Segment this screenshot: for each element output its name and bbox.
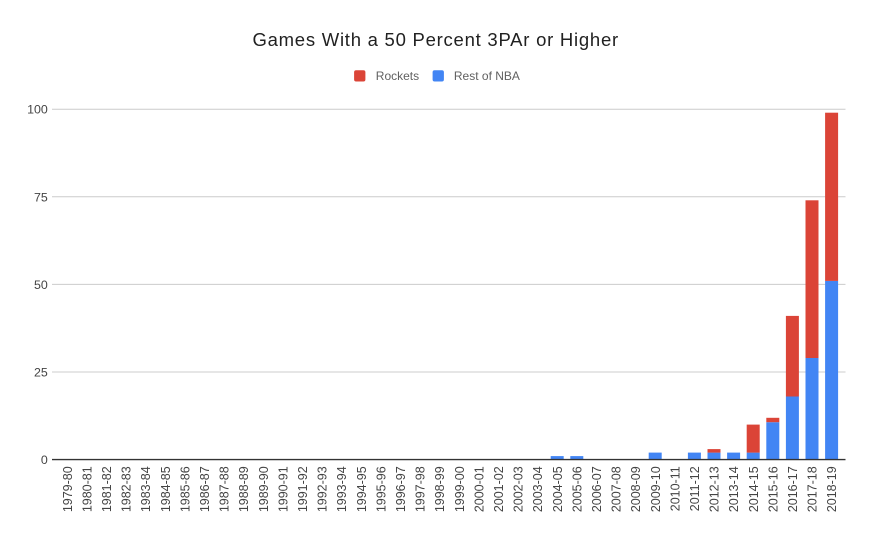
svg-text:1992-93: 1992-93 — [316, 466, 330, 512]
svg-text:2013-14: 2013-14 — [727, 466, 741, 512]
svg-text:2001-02: 2001-02 — [492, 466, 506, 512]
svg-text:1981-82: 1981-82 — [100, 466, 114, 512]
svg-text:2003-04: 2003-04 — [531, 466, 545, 512]
svg-text:1982-83: 1982-83 — [120, 466, 134, 512]
svg-text:1994-95: 1994-95 — [355, 466, 369, 512]
svg-text:2007-08: 2007-08 — [610, 466, 624, 512]
svg-text:2000-01: 2000-01 — [472, 466, 486, 512]
svg-text:2006-07: 2006-07 — [590, 466, 604, 512]
svg-text:50: 50 — [34, 278, 48, 292]
svg-text:Rest of NBA: Rest of NBA — [454, 69, 520, 83]
svg-text:1979-80: 1979-80 — [61, 466, 75, 512]
svg-text:2002-03: 2002-03 — [512, 466, 526, 512]
svg-text:25: 25 — [34, 366, 48, 380]
svg-text:1990-91: 1990-91 — [276, 466, 290, 512]
svg-text:1988-89: 1988-89 — [237, 466, 251, 512]
svg-text:0: 0 — [41, 453, 48, 467]
svg-text:1989-90: 1989-90 — [257, 466, 271, 512]
svg-text:1997-98: 1997-98 — [414, 466, 428, 512]
svg-text:1993-94: 1993-94 — [335, 466, 349, 512]
svg-text:Games With a 50 Percent 3PAr o: Games With a 50 Percent 3PAr or Higher — [252, 29, 618, 50]
svg-text:1998-99: 1998-99 — [433, 466, 447, 512]
svg-text:2016-17: 2016-17 — [786, 466, 800, 512]
svg-text:2017-18: 2017-18 — [806, 466, 820, 512]
svg-text:2015-16: 2015-16 — [766, 466, 780, 512]
svg-text:Rockets: Rockets — [376, 69, 419, 83]
svg-text:1983-84: 1983-84 — [139, 466, 153, 512]
svg-text:2012-13: 2012-13 — [708, 466, 722, 512]
svg-text:1996-97: 1996-97 — [394, 466, 408, 512]
svg-text:2010-11: 2010-11 — [668, 466, 682, 511]
svg-text:1986-87: 1986-87 — [198, 466, 212, 512]
svg-text:2009-10: 2009-10 — [649, 466, 663, 512]
svg-text:2011-12: 2011-12 — [688, 466, 702, 511]
svg-text:1987-88: 1987-88 — [218, 466, 232, 512]
svg-text:1980-81: 1980-81 — [80, 466, 94, 512]
svg-text:1999-00: 1999-00 — [453, 466, 467, 512]
svg-text:100: 100 — [27, 103, 48, 117]
svg-text:1984-85: 1984-85 — [159, 466, 173, 512]
svg-text:2014-15: 2014-15 — [747, 466, 761, 512]
svg-text:1991-92: 1991-92 — [296, 466, 310, 512]
svg-text:2018-19: 2018-19 — [825, 466, 839, 512]
svg-text:2005-06: 2005-06 — [570, 466, 584, 512]
svg-text:75: 75 — [34, 190, 48, 204]
svg-text:1985-86: 1985-86 — [178, 466, 192, 512]
svg-text:2004-05: 2004-05 — [551, 466, 565, 512]
svg-text:2008-09: 2008-09 — [629, 466, 643, 512]
svg-text:1995-96: 1995-96 — [374, 466, 388, 512]
